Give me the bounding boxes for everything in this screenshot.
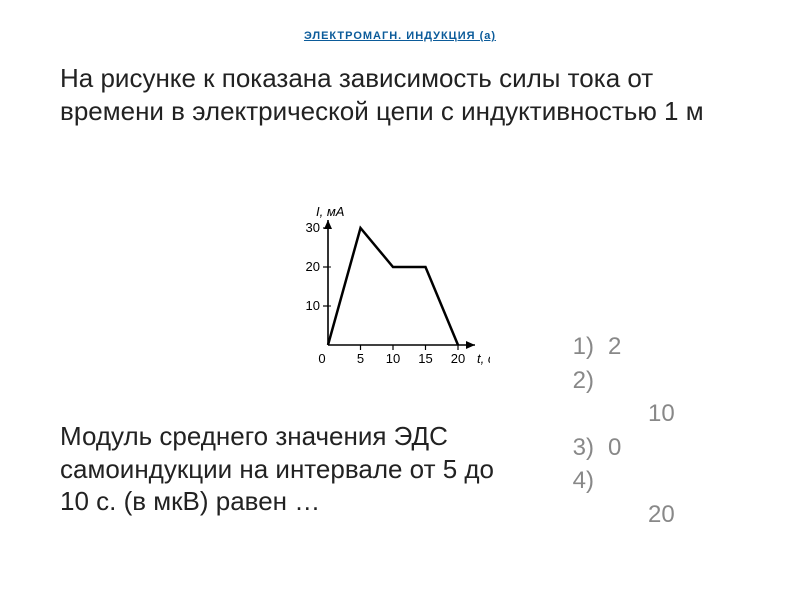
svg-text:20: 20 [451, 351, 465, 366]
svg-text:t, с: t, с [477, 351, 490, 366]
answer-options: 1)22)103) 04)20 [560, 330, 675, 532]
svg-text:0: 0 [318, 351, 325, 366]
answer-option: 3) 0 [560, 431, 675, 465]
answer-value: 0 [594, 431, 621, 465]
page-title: ЭЛЕКТРОМАГН. ИНДУКЦИЯ (а) [0, 0, 800, 62]
answer-number: 3) [560, 431, 594, 465]
svg-text:15: 15 [418, 351, 432, 366]
svg-text:I, мА: I, мА [316, 204, 344, 219]
answer-number [560, 397, 594, 431]
answer-number: 4) [560, 464, 594, 498]
answer-option: 2) [560, 364, 675, 398]
answer-number: 2) [560, 364, 594, 398]
svg-text:30: 30 [306, 220, 320, 235]
answer-value [594, 464, 608, 498]
answer-value: 2 [594, 330, 621, 364]
answer-value: 20 [594, 498, 675, 532]
answer-option: 20 [560, 498, 675, 532]
svg-text:20: 20 [306, 259, 320, 274]
answer-value: 10 [594, 397, 675, 431]
answer-value [594, 364, 608, 398]
svg-text:10: 10 [386, 351, 400, 366]
answer-option: 4) [560, 464, 675, 498]
answer-option: 1)2 [560, 330, 675, 364]
problem-text-bottom: Модуль среднего значения ЭДС самоиндукци… [0, 420, 520, 518]
current-vs-time-chart: 5 10 15 20 10 20 30 0 t, с I, мА [280, 200, 490, 370]
answer-option: 10 [560, 397, 675, 431]
problem-text-top: На рисунке к показана зависимость силы т… [0, 62, 800, 127]
svg-text:5: 5 [357, 351, 364, 366]
svg-text:10: 10 [306, 298, 320, 313]
answer-number: 1) [560, 330, 594, 364]
answer-number [560, 498, 594, 532]
